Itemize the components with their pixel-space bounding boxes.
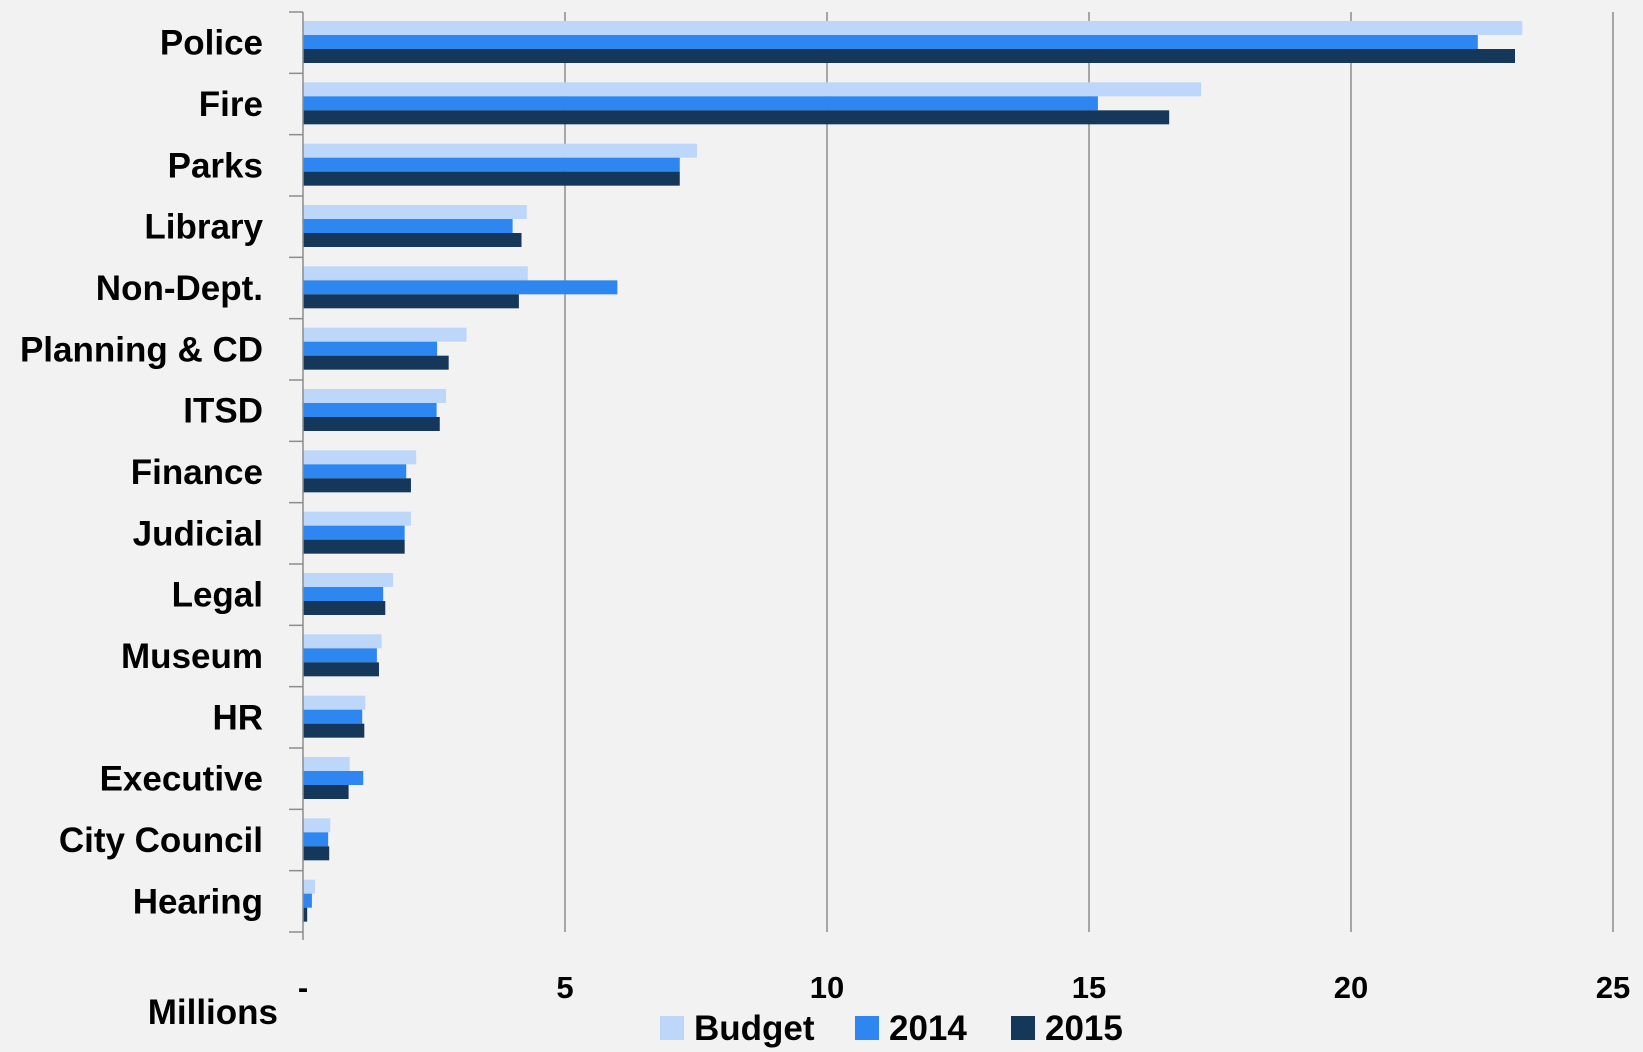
bar-2014-13: [303, 832, 329, 847]
legend-label-2014: 2014: [889, 1009, 967, 1048]
x-tick-label: -: [298, 970, 308, 1005]
bar-budget-0: [303, 21, 1523, 35]
category-label: ITSD: [183, 392, 263, 431]
bar-2015-13: [303, 846, 330, 861]
category-label: Non-Dept.: [96, 269, 263, 308]
bar-budget-9: [303, 573, 394, 587]
bar-2014-8: [303, 525, 405, 540]
bar-2014-4: [303, 280, 618, 295]
bar-budget-12: [303, 757, 350, 771]
x-tick-label: 5: [556, 970, 573, 1005]
category-label: Hearing: [133, 882, 263, 921]
legend-label-2015: 2015: [1045, 1009, 1123, 1048]
bar-2015-0: [303, 49, 1516, 63]
x-tick-label: 25: [1596, 970, 1630, 1005]
bar-2015-1: [303, 110, 1170, 125]
bar-budget-8: [303, 511, 411, 526]
bar-2014-1: [303, 96, 1098, 111]
bar-2014-11: [303, 709, 363, 724]
bar-2014-0: [303, 35, 1478, 49]
bar-2015-7: [303, 478, 411, 493]
bar-budget-6: [303, 389, 447, 403]
bar-2015-8: [303, 539, 405, 554]
bar-budget-11: [303, 695, 366, 710]
category-label: Police: [160, 24, 263, 63]
bar-budget-4: [303, 266, 528, 281]
category-label: Legal: [172, 576, 263, 615]
category-label: Finance: [131, 453, 263, 492]
x-tick-label: 20: [1334, 970, 1368, 1005]
bar-2014-7: [303, 464, 407, 479]
legend-swatch-2014: [855, 1016, 879, 1040]
bar-2014-9: [303, 587, 384, 601]
bar-2015-14: [303, 907, 308, 922]
bar-2015-9: [303, 601, 386, 615]
category-label: City Council: [59, 821, 263, 860]
category-label: Museum: [121, 637, 263, 676]
category-label: Judicial: [133, 514, 263, 553]
bar-2015-10: [303, 662, 379, 677]
bar-2014-6: [303, 403, 437, 417]
x-tick-label: 15: [1072, 970, 1106, 1005]
bar-2014-3: [303, 219, 513, 233]
bar-2014-12: [303, 771, 364, 785]
bar-2014-2: [303, 157, 680, 172]
bar-2015-11: [303, 723, 365, 738]
bar-budget-13: [303, 818, 331, 833]
bar-budget-5: [303, 327, 467, 342]
bar-2015-6: [303, 417, 440, 431]
legend-swatch-2015: [1011, 1016, 1035, 1040]
bar-2015-5: [303, 355, 449, 370]
bars: [303, 21, 1523, 922]
category-label: HR: [212, 698, 263, 737]
axes: [289, 11, 304, 940]
x-tick-labels: - 5 10 15 20 25: [298, 970, 1630, 1005]
bar-2014-10: [303, 648, 377, 663]
gridlines: [564, 12, 1614, 932]
bar-2015-12: [303, 785, 349, 799]
x-axis-unit-label: Millions: [148, 993, 278, 1032]
bar-2015-4: [303, 294, 519, 309]
bar-budget-10: [303, 634, 382, 649]
category-label: Fire: [199, 85, 263, 124]
legend-swatch-budget: [660, 1016, 684, 1040]
bar-2014-14: [303, 893, 312, 908]
bar-budget-14: [303, 879, 316, 894]
category-labels: Police Fire Parks Library Non-Dept. Planning …: [20, 24, 264, 922]
category-label: Library: [144, 208, 263, 247]
legend-label-budget: Budget: [694, 1009, 815, 1048]
bar-2014-5: [303, 341, 438, 356]
category-label: Parks: [168, 146, 263, 185]
bar-budget-1: [303, 82, 1202, 97]
category-label: Planning & CD: [20, 330, 263, 369]
bar-2015-3: [303, 233, 522, 247]
legend: Budget 2014 2015: [660, 1009, 1123, 1048]
x-tick-label: 10: [810, 970, 844, 1005]
bar-budget-7: [303, 450, 417, 465]
category-label: Executive: [100, 760, 263, 799]
bar-2015-2: [303, 171, 680, 186]
bar-budget-3: [303, 205, 527, 219]
bar-budget-2: [303, 143, 698, 158]
